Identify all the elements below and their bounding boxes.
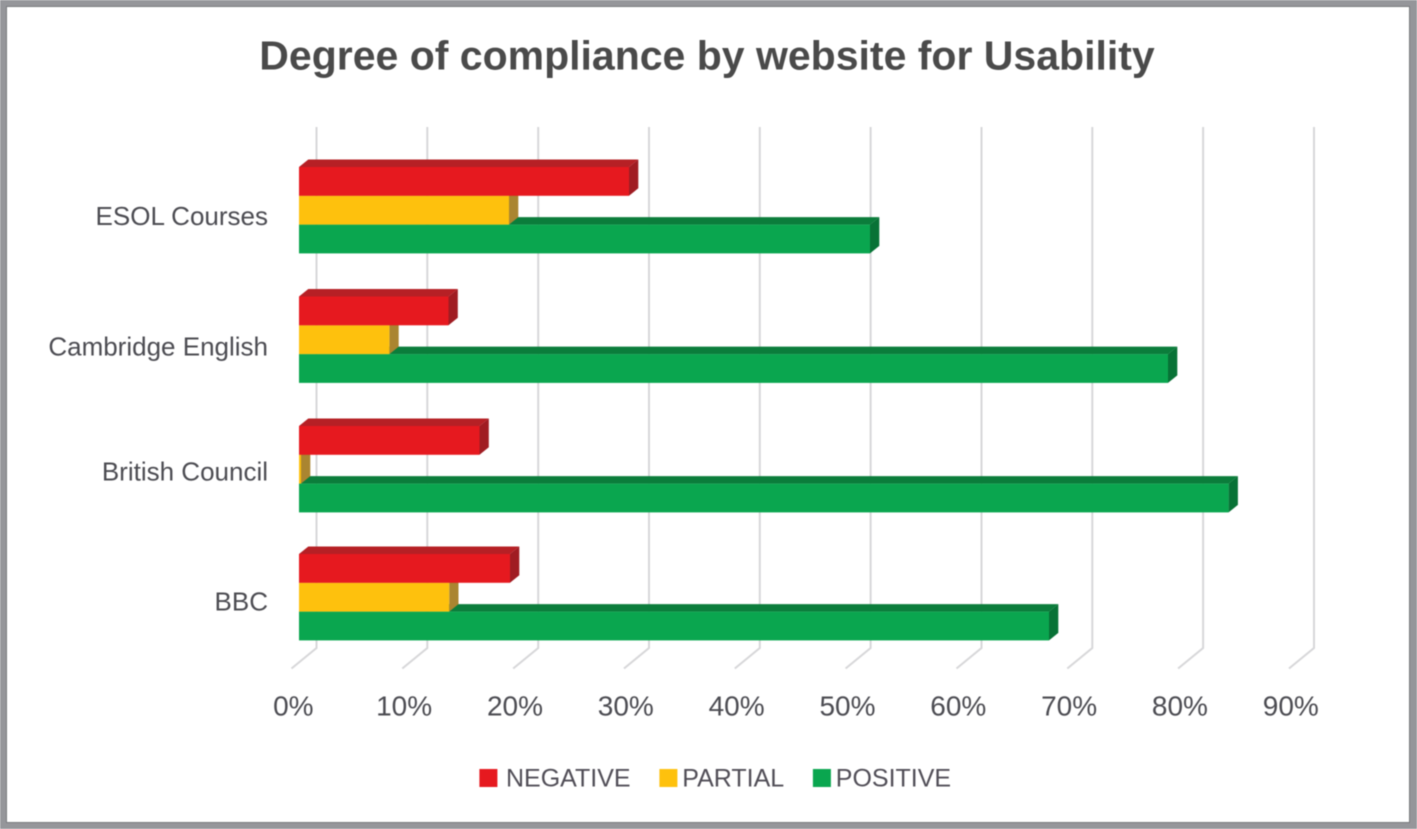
svg-text:Cambridge English: Cambridge English — [48, 332, 268, 362]
svg-text:50%: 50% — [819, 691, 875, 722]
svg-text:BBC: BBC — [215, 587, 268, 617]
svg-text:10%: 10% — [376, 691, 432, 722]
svg-text:PARTIAL: PARTIAL — [682, 765, 784, 793]
svg-text:90%: 90% — [1263, 691, 1319, 722]
svg-text:40%: 40% — [709, 691, 765, 722]
svg-text:80%: 80% — [1152, 691, 1208, 722]
svg-text:ESOL Courses: ESOL Courses — [96, 201, 268, 231]
svg-text:NEGATIVE: NEGATIVE — [506, 765, 631, 793]
svg-text:POSITIVE: POSITIVE — [836, 765, 951, 793]
svg-text:Degree of compliance by websit: Degree of compliance by website for Usab… — [259, 33, 1155, 79]
svg-text:30%: 30% — [598, 691, 654, 722]
svg-text:British Council: British Council — [102, 457, 268, 487]
svg-text:0%: 0% — [273, 691, 313, 722]
svg-text:60%: 60% — [930, 691, 986, 722]
svg-text:20%: 20% — [487, 691, 543, 722]
svg-text:70%: 70% — [1041, 691, 1097, 722]
